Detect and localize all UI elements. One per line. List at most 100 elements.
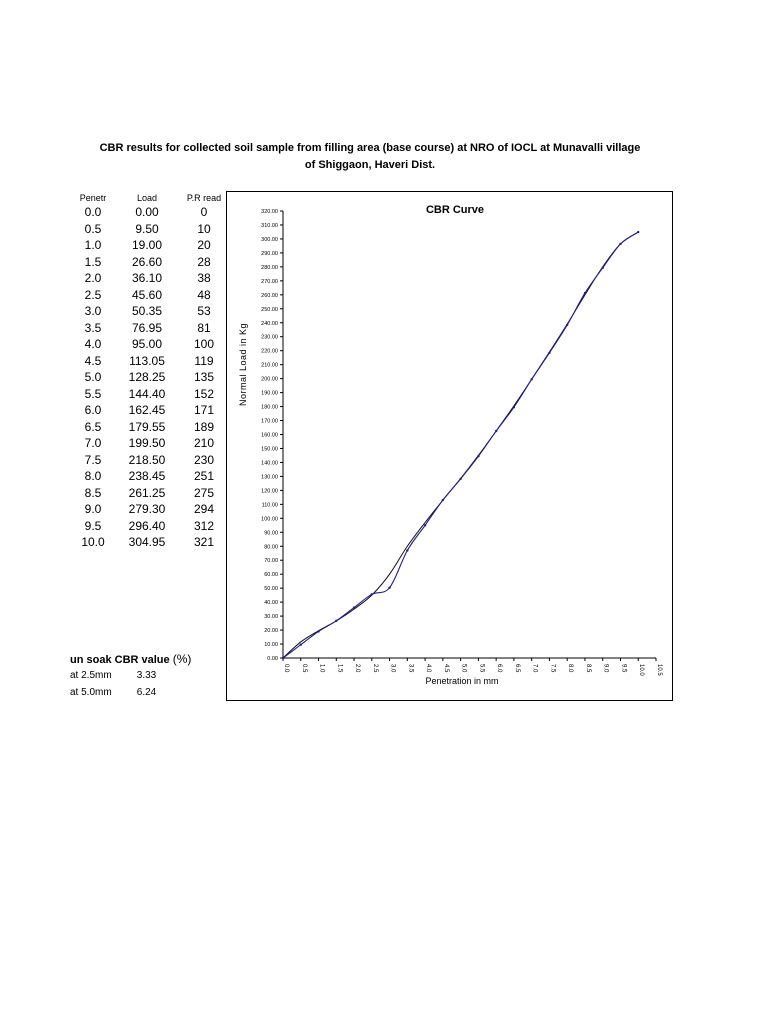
cell-penetration: 3.5 bbox=[84, 320, 102, 335]
cell-penetration: 6.5 bbox=[84, 419, 102, 434]
cbr-row-2-5: at 2.5mm 3.33 bbox=[70, 670, 191, 683]
x-tick-label: 7.5 bbox=[549, 664, 555, 673]
header-pr-reading: P.R read bbox=[186, 193, 222, 203]
x-tick-label: 9.0 bbox=[603, 664, 609, 673]
table-row: 1.0 19.00 20 bbox=[70, 237, 230, 254]
table-row: 2.0 36.10 38 bbox=[70, 270, 230, 287]
y-tick-label: 50.00 bbox=[264, 586, 278, 592]
cell-pr-reading: 119 bbox=[194, 353, 214, 368]
y-tick-label: 210.00 bbox=[261, 363, 278, 369]
data-point bbox=[406, 549, 409, 552]
data-point bbox=[388, 586, 391, 589]
cbr-label: at 2.5mm bbox=[70, 670, 112, 681]
data-point bbox=[423, 524, 427, 527]
x-tick-label: 4.0 bbox=[425, 664, 431, 673]
x-tick-label: 2.0 bbox=[354, 664, 360, 673]
y-tick-label: 140.00 bbox=[261, 460, 278, 466]
x-tick-label: 3.5 bbox=[407, 664, 413, 673]
cell-load: 296.40 bbox=[128, 518, 166, 533]
x-tick-label: 5.0 bbox=[461, 664, 467, 673]
y-tick-label: 230.00 bbox=[261, 335, 278, 341]
cell-pr-reading: 230 bbox=[193, 452, 215, 467]
cell-penetration: 9.5 bbox=[84, 518, 102, 533]
y-tick-label: 120.00 bbox=[261, 488, 278, 494]
cell-pr-reading: 100 bbox=[193, 337, 215, 351]
cell-pr-reading: 152 bbox=[193, 386, 215, 401]
cbr-heading-text: un soak CBR value bbox=[70, 654, 170, 666]
y-axis-label: Normal Load in Kg bbox=[238, 323, 248, 406]
cell-penetration: 5.0 bbox=[84, 370, 102, 384]
data-point bbox=[317, 630, 320, 633]
title-line-2: of Shiggaon, Haveri Dist. bbox=[304, 159, 436, 171]
y-tick-label: 70.00 bbox=[264, 558, 278, 564]
table-row: 3.0 50.35 53 bbox=[70, 303, 230, 320]
table-body: 0.0 0.00 0 0.5 9.50 10 1.0 19.00 20 1.5 26.60 28 2.0… bbox=[70, 204, 230, 551]
x-tick-label: 5.5 bbox=[478, 664, 484, 673]
data-point bbox=[601, 266, 604, 270]
cell-load: 113.05 bbox=[129, 353, 165, 368]
cell-pr-reading: 275 bbox=[193, 485, 215, 500]
cell-load: 26.60 bbox=[131, 254, 163, 269]
data-point bbox=[494, 429, 498, 433]
header-load: Load bbox=[136, 193, 158, 203]
cell-load: 36.10 bbox=[131, 271, 163, 285]
y-tick-label: 90.00 bbox=[264, 530, 278, 536]
x-tick-label: 2.5 bbox=[372, 664, 378, 673]
data-point bbox=[548, 351, 551, 354]
cell-penetration: 7.0 bbox=[84, 436, 102, 450]
y-tick-label: 270.00 bbox=[261, 279, 278, 285]
readings-table: Penetr Load P.R read 0.0 0.00 0 0.5 9.50 10 1.… bbox=[70, 192, 230, 551]
y-tick-label: 0.00 bbox=[267, 656, 278, 662]
cell-pr-reading: 0 bbox=[200, 205, 208, 219]
y-tick-label: 180.00 bbox=[261, 405, 278, 411]
cell-load: 9.50 bbox=[135, 221, 159, 236]
cell-load: 179.55 bbox=[128, 419, 166, 434]
table-row: 7.5 218.50 230 bbox=[70, 452, 230, 469]
data-point bbox=[637, 230, 640, 234]
table-row: 0.0 0.00 0 bbox=[70, 204, 230, 221]
title-line-1: CBR results for collected soil sample fr… bbox=[99, 142, 641, 154]
table-row: 0.5 9.50 10 bbox=[70, 221, 230, 238]
cell-load: 19.00 bbox=[131, 238, 163, 252]
y-tick-label: 310.00 bbox=[261, 223, 278, 229]
cell-pr-reading: 48 bbox=[197, 287, 211, 302]
cbr-unit: (%) bbox=[172, 652, 192, 666]
y-tick-label: 40.00 bbox=[264, 600, 278, 606]
x-tick-label: 1.5 bbox=[336, 664, 342, 673]
x-tick-label: 8.0 bbox=[567, 664, 573, 673]
x-tick-label: 6.5 bbox=[514, 664, 520, 673]
y-tick-label: 130.00 bbox=[261, 474, 278, 480]
x-tick-label: 10.0 bbox=[638, 664, 644, 676]
x-tick-label: 10.5 bbox=[656, 664, 662, 676]
table-row: 7.0 199.50 210 bbox=[70, 435, 230, 452]
cbr-summary: un soak CBR value (%) at 2.5mm 3.33 at 5… bbox=[70, 652, 191, 700]
x-tick-label: 4.5 bbox=[443, 664, 449, 673]
cell-penetration: 0.0 bbox=[84, 205, 102, 219]
cell-pr-reading: 53 bbox=[197, 304, 211, 318]
data-point bbox=[352, 606, 356, 609]
y-tick-label: 30.00 bbox=[264, 614, 278, 620]
cell-load: 162.45 bbox=[128, 403, 166, 417]
page-title: CBR results for collected soil sample fr… bbox=[60, 140, 680, 174]
y-tick-label: 260.00 bbox=[261, 293, 278, 299]
cell-load: 304.95 bbox=[128, 535, 166, 549]
cbr-heading: un soak CBR value (%) bbox=[70, 652, 191, 666]
y-tick-label: 280.00 bbox=[261, 265, 278, 271]
x-tick-label: 6.0 bbox=[496, 664, 502, 673]
cell-pr-reading: 312 bbox=[193, 518, 215, 533]
table-row: 2.5 45.60 48 bbox=[70, 287, 230, 304]
x-tick-label: 3.0 bbox=[390, 664, 396, 673]
y-tick-label: 320.00 bbox=[261, 209, 278, 215]
table-row: 4.5 113.05 119 bbox=[70, 353, 230, 370]
y-tick-label: 170.00 bbox=[261, 419, 278, 425]
cell-pr-reading: 210 bbox=[193, 436, 215, 450]
cell-load: 0.00 bbox=[135, 205, 159, 219]
table-header-row: Penetr Load P.R read bbox=[70, 192, 230, 204]
cell-load: 238.45 bbox=[128, 469, 166, 483]
data-point bbox=[370, 593, 374, 596]
data-point bbox=[565, 323, 569, 327]
table-row: 6.5 179.55 189 bbox=[70, 419, 230, 436]
y-tick-label: 300.00 bbox=[261, 237, 278, 243]
cell-load: 199.50 bbox=[128, 436, 166, 450]
cell-penetration: 0.5 bbox=[84, 221, 102, 236]
